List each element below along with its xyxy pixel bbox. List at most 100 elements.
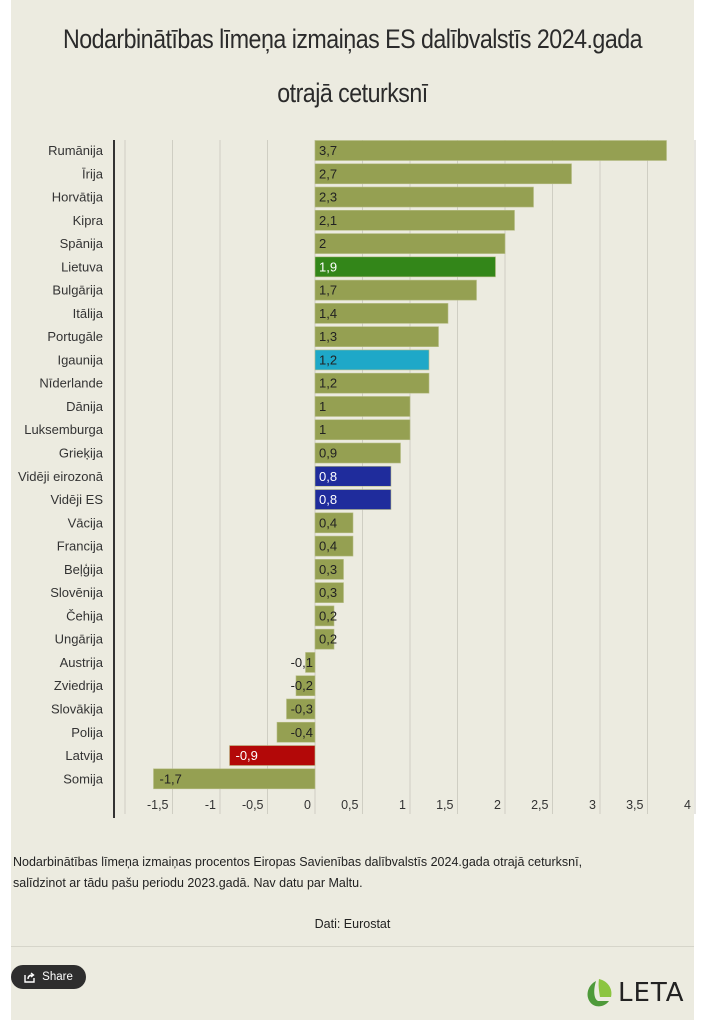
bar[interactable] <box>314 186 534 208</box>
bar-value-label: 0,3 <box>319 562 337 577</box>
category-label: Portugāle <box>47 329 103 344</box>
bar-value-label: 1,7 <box>319 283 337 298</box>
category-label: Latvija <box>65 748 103 763</box>
x-tick-label: 0 <box>304 798 311 812</box>
leta-logo: LETA <box>584 976 685 1010</box>
bar-value-label: 2,3 <box>319 190 337 205</box>
category-label: Luksemburga <box>24 422 104 437</box>
bar[interactable] <box>153 768 316 790</box>
bar[interactable] <box>314 279 477 301</box>
category-label: Francija <box>57 539 104 554</box>
x-tick-label: -0,5 <box>242 798 264 812</box>
bar-value-label: 1 <box>319 422 326 437</box>
bar[interactable] <box>314 628 335 650</box>
bar[interactable] <box>314 512 354 534</box>
bar[interactable] <box>314 210 515 231</box>
bar-value-label: 0,9 <box>319 446 337 461</box>
category-label: Bulgārija <box>52 283 103 298</box>
bar[interactable] <box>314 442 401 464</box>
category-label: Kipra <box>73 213 104 228</box>
x-tick-label: 0,5 <box>341 798 358 812</box>
bar-value-label: -1,7 <box>160 771 182 786</box>
category-label: Vācija <box>68 515 104 530</box>
bar[interactable] <box>314 326 439 347</box>
bar-value-label: 0,2 <box>319 632 337 647</box>
x-tick-label: 3,5 <box>626 798 643 812</box>
category-label: Igaunija <box>57 352 103 367</box>
bar-value-label: 0,8 <box>319 492 337 507</box>
bar-value-label: 1 <box>319 399 326 414</box>
chart-title: Nodarbinātības līmeņa izmaiņas ES dalībv… <box>62 24 643 108</box>
bar[interactable] <box>314 372 430 394</box>
share-icon <box>24 972 35 983</box>
bar[interactable] <box>314 303 449 324</box>
x-tick-label: 1,5 <box>436 798 453 812</box>
x-tick-label: -1 <box>205 798 216 812</box>
bar[interactable] <box>314 535 354 557</box>
divider <box>11 946 694 947</box>
bar[interactable] <box>276 721 316 743</box>
x-tick-label: -1,5 <box>147 798 169 812</box>
leta-logo-text: LETA <box>618 978 685 1008</box>
bar[interactable] <box>314 559 344 580</box>
x-axis-ticks: -1,5 -1 -0,5 0 0,5 1 1,5 2 2,5 3 3,5 4 <box>147 798 691 812</box>
bar-value-label: 1,9 <box>319 259 337 274</box>
bar-value-label: 1,2 <box>319 376 337 391</box>
bar[interactable] <box>305 652 316 673</box>
x-tick-label: 4 <box>684 798 691 812</box>
category-label: Grieķija <box>59 446 104 461</box>
note-line-1: Nodarbinātības līmeņa izmaiņas procentos… <box>13 855 583 869</box>
bar[interactable] <box>229 745 316 766</box>
category-label: Īrija <box>82 166 104 181</box>
category-label: Slovēnija <box>50 585 104 600</box>
bar-value-label: 1,3 <box>319 329 337 344</box>
leta-logo-icon <box>587 979 612 1007</box>
bar-value-label: 3,7 <box>319 143 337 158</box>
chart-note: Nodarbinātības līmeņa izmaiņas procentos… <box>11 852 696 894</box>
category-label: Slovākija <box>51 701 104 716</box>
category-label: Rumānija <box>48 143 104 158</box>
x-tick-label: 2 <box>494 798 501 812</box>
bar[interactable] <box>314 489 392 510</box>
bar[interactable] <box>314 140 667 161</box>
category-label: Polija <box>71 725 104 740</box>
share-button[interactable]: Share <box>11 965 86 989</box>
category-label: Somija <box>63 771 104 786</box>
bar-value-label: -0,3 <box>291 701 313 716</box>
bar[interactable] <box>314 396 411 417</box>
bar[interactable] <box>314 419 411 441</box>
x-tick-label: 1 <box>399 798 406 812</box>
bar[interactable] <box>314 233 506 254</box>
category-label: Vidēji eirozonā <box>18 469 104 484</box>
bar[interactable] <box>286 698 316 720</box>
category-label: Dānija <box>66 399 104 414</box>
bar[interactable] <box>314 256 496 278</box>
bar-value-label: 0,3 <box>319 585 337 600</box>
bar-chart: 3,7 2,7 2,3 2,1 2 1,9 1,7 1,4 1,3 1,2 1,2 1 1 0,9 0,8 0… <box>18 140 696 818</box>
category-label: Horvātija <box>52 190 104 205</box>
bar[interactable] <box>314 163 572 185</box>
bar-value-label: 0,8 <box>319 469 337 484</box>
note-line-2: salīdzinot ar tādu pašu periodu 2023.gad… <box>13 876 363 890</box>
bar[interactable] <box>295 675 316 697</box>
bar[interactable] <box>314 582 344 603</box>
bar[interactable] <box>314 349 430 371</box>
category-label: Austrija <box>60 655 104 670</box>
category-label: Vidēji ES <box>50 492 103 507</box>
bar[interactable] <box>314 605 335 627</box>
share-label: Share <box>42 971 73 983</box>
bar-value-label: 0,2 <box>319 608 337 623</box>
category-label: Itālija <box>73 306 104 321</box>
bar-value-label: -0,2 <box>291 678 313 693</box>
category-label: Lietuva <box>61 259 104 274</box>
bar-value-label: 2 <box>319 236 326 251</box>
data-source: Dati: Eurostat <box>314 917 391 931</box>
category-label: Ungārija <box>55 632 104 647</box>
x-tick-label: 3 <box>589 798 596 812</box>
bar-value-label: -0,9 <box>236 748 258 763</box>
category-label: Čehija <box>66 608 104 623</box>
category-label: Spānija <box>60 236 104 251</box>
bar[interactable] <box>314 465 392 487</box>
bar-value-label: 2,7 <box>319 166 337 181</box>
x-tick-label: 2,5 <box>531 798 548 812</box>
